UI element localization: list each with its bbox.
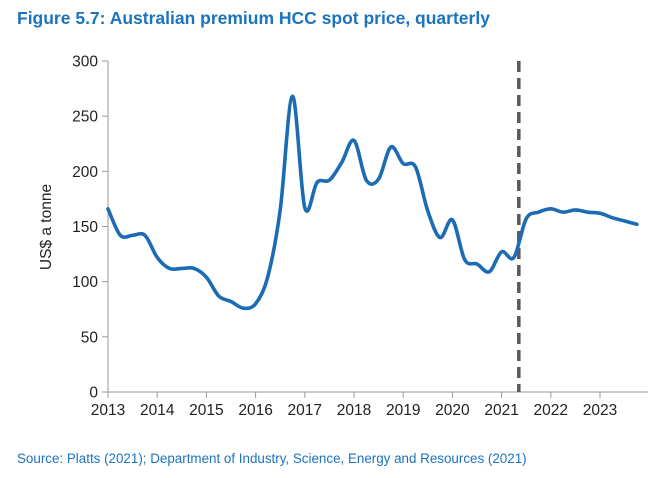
- x-tick-label: 2015: [189, 402, 223, 419]
- x-tick-label: 2021: [484, 402, 518, 419]
- x-tick-label: 2019: [386, 402, 420, 419]
- source-note: Source: Platts (2021); Department of Ind…: [17, 451, 527, 466]
- y-tick-label: 150: [72, 219, 98, 236]
- x-axis-ticks: 2013 2014 2015 2016 2017 2018 2019 2020 2021 2022…: [91, 392, 617, 419]
- price-series-line: [106, 94, 639, 311]
- x-tick-label: 2018: [337, 402, 371, 419]
- x-tick-label: 2013: [91, 402, 125, 419]
- y-axis-ticks: 0 50 100 150 200 250 300: [72, 54, 108, 402]
- x-tick-label: 2022: [534, 402, 568, 419]
- y-tick-label: 0: [89, 385, 98, 402]
- y-axis-title: US$ a tonne: [38, 184, 55, 270]
- chart-title: Figure 5.7: Australian premium HCC spot …: [17, 8, 490, 28]
- y-tick-label: 200: [72, 164, 98, 181]
- x-tick-label: 2023: [583, 402, 617, 419]
- x-tick-label: 2017: [288, 402, 322, 419]
- x-tick-label: 2016: [238, 402, 272, 419]
- y-tick-label: 100: [72, 274, 98, 291]
- x-tick-label: 2014: [140, 402, 175, 419]
- y-tick-label: 50: [81, 329, 99, 346]
- y-tick-label: 300: [72, 54, 98, 71]
- y-tick-label: 250: [72, 109, 98, 126]
- x-tick-label: 2020: [435, 402, 470, 419]
